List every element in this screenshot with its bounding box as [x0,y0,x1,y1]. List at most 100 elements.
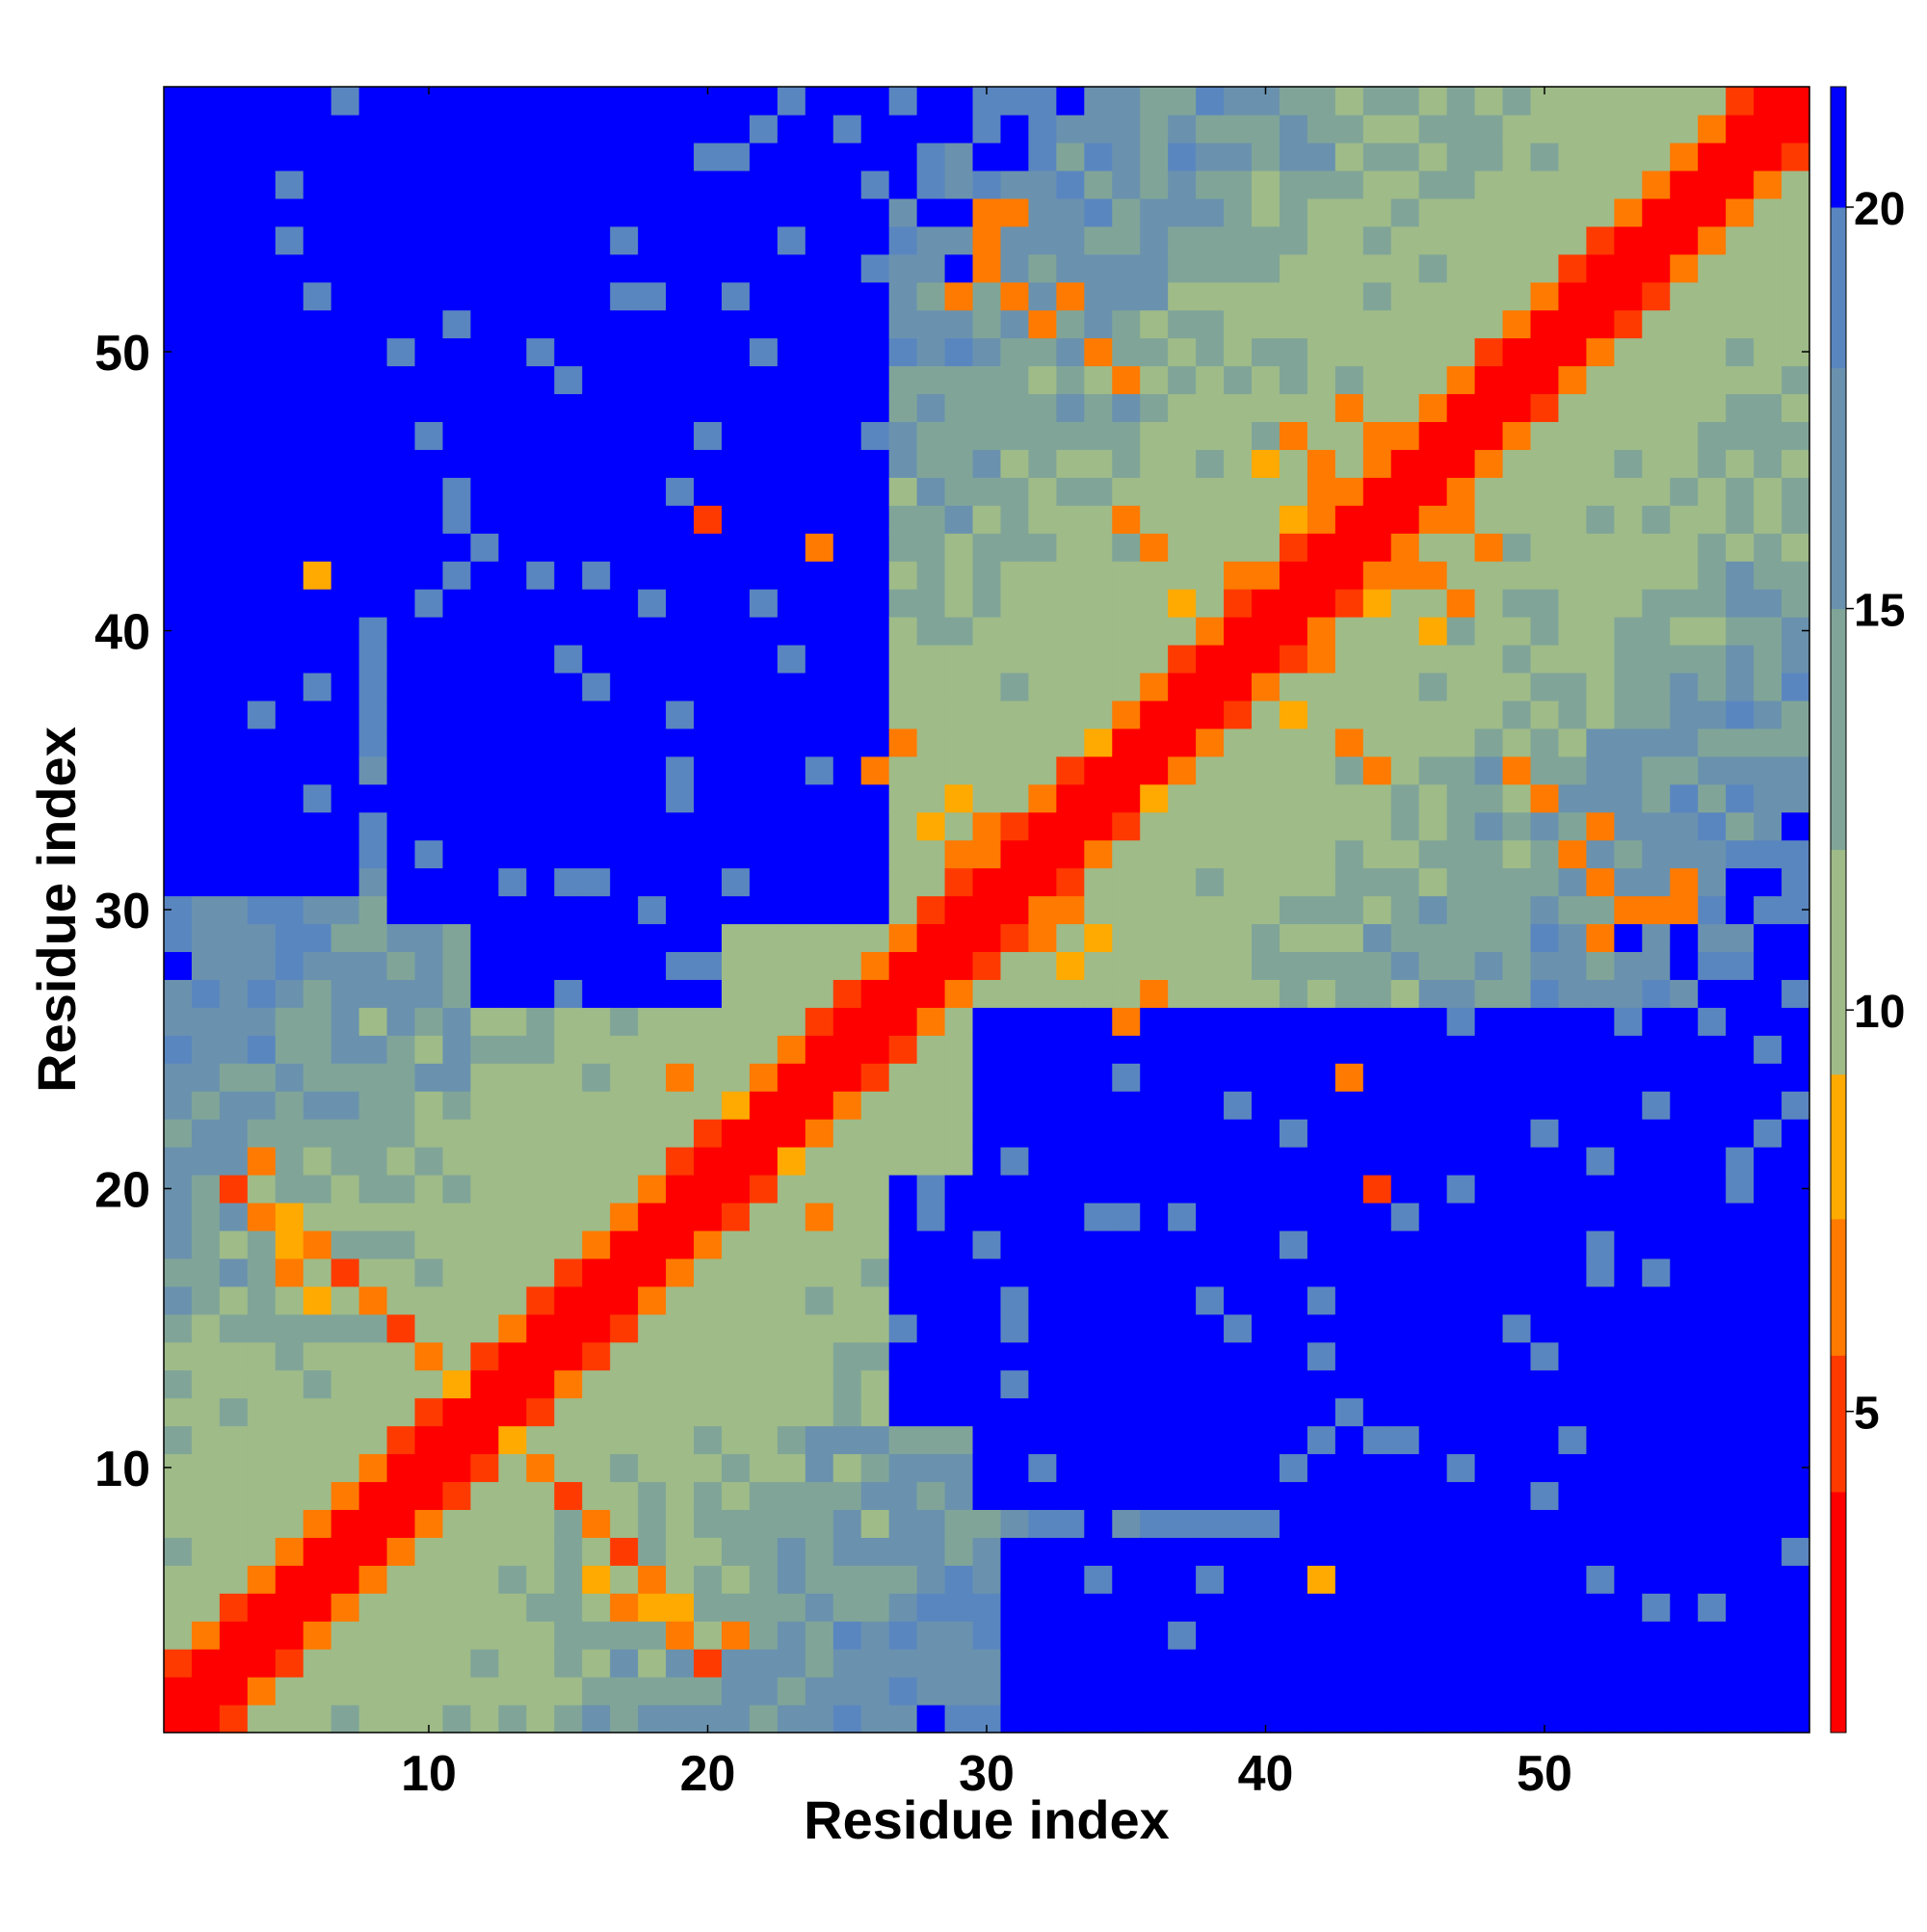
heatmap-cell [303,225,332,255]
heatmap-cell [526,1509,555,1538]
heatmap-cell [191,337,221,367]
heatmap-cell [1112,617,1141,646]
heatmap-cell [1056,1063,1085,1092]
heatmap-cell [1224,979,1253,1008]
heatmap-cell [777,477,806,506]
heatmap-cell [777,895,806,925]
heatmap-cell [526,1481,555,1511]
heatmap-cell [498,644,527,674]
heatmap-cell [972,1063,1002,1092]
heatmap-cell [1558,867,1588,897]
heatmap-cell [582,198,611,227]
heatmap-cell [554,979,583,1008]
heatmap-cell [1084,87,1113,116]
heatmap-cell [638,1369,667,1399]
heatmap-cell [1726,309,1755,339]
heatmap-cell [582,951,611,980]
heatmap-cell [721,477,751,506]
heatmap-cell [1056,1285,1085,1315]
heatmap-cell [1670,1285,1699,1315]
heatmap-cell [1196,281,1225,311]
heatmap-cell [358,923,388,953]
heatmap-cell [777,281,806,311]
heatmap-cell [1586,1230,1615,1259]
heatmap-cell [944,1007,974,1036]
heatmap-cell [526,951,555,980]
heatmap-cell [1614,1119,1643,1148]
heatmap-cell [805,281,834,311]
heatmap-cell [1558,728,1588,757]
heatmap-cell [916,1369,946,1399]
heatmap-cell [219,923,249,953]
heatmap-cell [944,142,974,172]
heatmap-cell [1084,783,1113,813]
heatmap-cell [1224,1649,1253,1678]
heatmap-cell [1670,1481,1699,1511]
heatmap-cell [1698,477,1727,506]
heatmap-cell [303,1063,332,1092]
heatmap-cell [1782,1481,1810,1511]
heatmap-cell [1782,1230,1810,1259]
heatmap-cell [694,783,723,813]
heatmap-cell [1782,1705,1810,1734]
heatmap-cell [1112,198,1141,227]
heatmap-cell [470,1649,499,1678]
heatmap-cell [805,1621,834,1650]
heatmap-cell [944,393,974,422]
heatmap-cell [1418,783,1448,813]
heatmap-cell [1168,1649,1197,1678]
heatmap-cell [1446,923,1476,953]
heatmap-cell [832,1147,862,1176]
heatmap-cell [832,1537,862,1566]
heatmap-cell [1196,923,1225,953]
heatmap-cell [972,505,1002,534]
heatmap-cell [1056,1453,1085,1483]
heatmap-cell [1474,87,1504,116]
heatmap-cell [972,309,1002,339]
heatmap-cell [1726,1257,1755,1287]
heatmap-cell [330,589,360,618]
heatmap-cell [582,1147,611,1176]
heatmap-cell [442,87,472,116]
heatmap-cell [610,1397,639,1427]
heatmap-cell [1224,1285,1253,1315]
heatmap-cell [972,198,1002,227]
heatmap-cell [554,1257,583,1287]
heatmap-cell [1642,1705,1671,1734]
heatmap-cell [1334,895,1364,925]
heatmap-cell [1196,895,1225,925]
heatmap-cell [1056,1147,1085,1176]
heatmap-cell [1362,1175,1392,1204]
heatmap-cell [1614,1565,1643,1594]
heatmap-cell [1334,1705,1364,1734]
heatmap-cell [1000,87,1030,116]
heatmap-cell [1334,589,1364,618]
heatmap-cell [805,1007,834,1036]
heatmap-cell [1586,811,1615,841]
heatmap-cell [1670,1063,1699,1092]
heatmap-cell [1698,1649,1727,1678]
heatmap-cell [164,867,193,897]
heatmap-cell [972,1175,1002,1204]
heatmap-cell [832,1007,862,1036]
heatmap-cell [666,1649,695,1678]
heatmap-cell [944,867,974,897]
heatmap-cell [1782,1035,1810,1064]
heatmap-cell [1224,951,1253,980]
heatmap-cell [1224,755,1253,785]
heatmap-cell [1362,1202,1392,1231]
heatmap-cell [1642,561,1671,590]
heatmap-cell [944,728,974,757]
heatmap-cell [1642,142,1671,172]
heatmap-cell [777,1147,806,1176]
heatmap-cell [386,1677,416,1706]
heatmap-cell [1530,1257,1560,1287]
heatmap-cell [275,1341,304,1371]
heatmap-cell [1168,1230,1197,1259]
heatmap-cell [1362,923,1392,953]
heatmap-cell [1279,839,1308,869]
heatmap-cell [414,923,444,953]
heatmap-cell [247,337,277,367]
heatmap-cell [777,1202,806,1231]
heatmap-cell [1362,1341,1392,1371]
